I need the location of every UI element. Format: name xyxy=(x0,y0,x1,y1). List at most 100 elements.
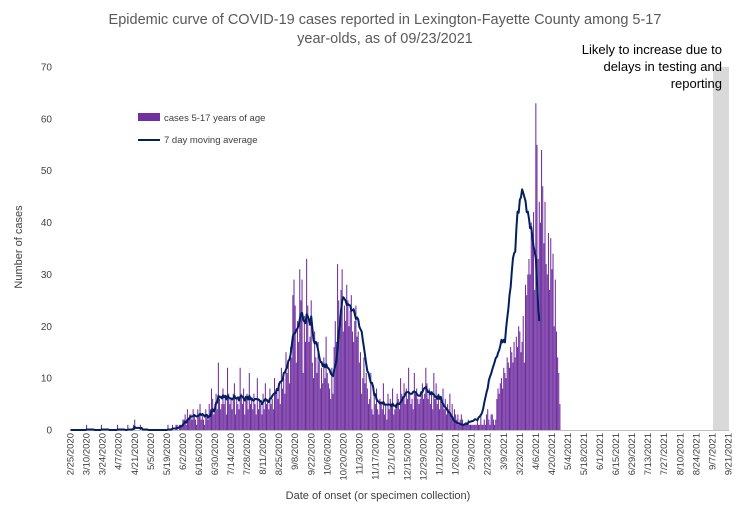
case-bar xyxy=(342,331,344,430)
x-tick-label: 6/30/2020 xyxy=(210,433,221,475)
chart-title: Epidemic curve of COVID-19 cases reporte… xyxy=(109,12,662,47)
x-tick-label: 4/6/2021 xyxy=(531,433,542,470)
case-bar xyxy=(474,424,476,430)
case-bar xyxy=(204,424,206,430)
case-bar xyxy=(460,414,462,430)
case-bar xyxy=(251,398,253,430)
x-tick-label: 6/29/2021 xyxy=(627,433,638,475)
case-bar xyxy=(435,383,437,430)
x-axis-tick-labels: 2/25/2020 3/10/2020 3/24/2020 4/7/2020 4/21/… xyxy=(66,433,735,481)
case-bar xyxy=(330,398,332,430)
case-bar xyxy=(325,336,327,430)
x-tick-label: 8/11/2020 xyxy=(258,433,269,475)
case-bar xyxy=(510,347,512,430)
case-bar xyxy=(378,414,380,430)
case-bar xyxy=(533,212,535,430)
case-bar xyxy=(282,388,284,430)
case-bar xyxy=(393,414,395,430)
case-bar xyxy=(261,414,263,430)
x-tick-label: 5/4/2021 xyxy=(563,433,574,470)
case-bar xyxy=(370,372,372,430)
case-bar xyxy=(381,409,383,430)
case-bar xyxy=(205,409,207,430)
case-bar xyxy=(224,398,226,430)
case-bar xyxy=(167,424,169,430)
case-bar xyxy=(478,424,480,430)
case-bar xyxy=(299,269,301,430)
case-bar xyxy=(468,424,470,430)
case-bar xyxy=(384,414,386,430)
y-tick-label: 30 xyxy=(41,270,53,281)
case-bar xyxy=(319,388,321,430)
case-bar xyxy=(338,300,340,430)
case-bar xyxy=(498,393,500,430)
case-bar xyxy=(359,352,362,430)
case-bar xyxy=(542,186,544,430)
case-bar xyxy=(374,404,376,430)
case-bar xyxy=(502,388,504,430)
case-bar xyxy=(243,388,245,430)
case-bar xyxy=(367,404,370,430)
chart-title-line-2: year-olds, as of 09/23/2021 xyxy=(297,31,473,47)
case-bar xyxy=(500,378,502,430)
case-bar xyxy=(268,409,270,430)
case-bar xyxy=(271,398,273,430)
case-bar xyxy=(442,388,444,430)
x-tick-label: 6/16/2020 xyxy=(194,433,205,475)
case-bar xyxy=(322,383,324,430)
y-axis-title: Number of cases xyxy=(13,205,25,289)
case-bar xyxy=(247,409,249,430)
case-bar xyxy=(361,393,363,430)
case-bar xyxy=(386,419,388,430)
case-bar xyxy=(306,258,308,430)
x-tick-label: 3/23/2021 xyxy=(515,433,526,475)
y-tick-label: 70 xyxy=(41,63,53,74)
case-bar xyxy=(418,404,420,430)
y-tick-label: 0 xyxy=(46,426,52,437)
case-bar xyxy=(429,404,431,430)
case-bar xyxy=(545,264,547,430)
case-bar xyxy=(490,414,492,430)
x-tick-label: 9/7/2021 xyxy=(707,433,718,470)
case-bar xyxy=(280,367,282,430)
case-bar xyxy=(274,378,276,430)
case-bar xyxy=(190,414,192,430)
case-bar xyxy=(382,383,384,430)
case-bar xyxy=(426,383,428,430)
case-bar xyxy=(503,367,505,430)
case-bar xyxy=(347,300,349,430)
case-bar xyxy=(189,414,191,430)
case-bar xyxy=(428,388,430,430)
case-bar xyxy=(404,404,406,430)
case-bar xyxy=(390,404,392,430)
case-bar xyxy=(419,398,421,430)
case-bar xyxy=(172,424,174,430)
case-bar xyxy=(458,424,460,430)
case-bar xyxy=(543,243,545,430)
x-tick-label: 6/1/2021 xyxy=(595,433,606,470)
case-bar xyxy=(529,274,531,430)
case-bar xyxy=(339,315,341,430)
case-bar xyxy=(395,404,397,430)
case-bar xyxy=(355,305,357,430)
case-bar xyxy=(231,409,233,430)
x-tick-label: 8/10/2021 xyxy=(675,433,686,475)
case-bar xyxy=(327,383,329,430)
case-bar xyxy=(225,414,227,430)
case-bar xyxy=(544,201,546,430)
case-bar xyxy=(277,398,279,430)
case-bar xyxy=(278,383,280,430)
case-bar xyxy=(523,362,525,430)
case-bar xyxy=(555,331,557,430)
case-bar xyxy=(316,372,318,430)
case-bar xyxy=(296,321,298,430)
case-bar xyxy=(358,362,360,430)
case-bar xyxy=(196,424,198,430)
y-axis: 0 10 20 30 40 50 60 70 xyxy=(41,63,53,437)
x-tick-label: 7/27/2021 xyxy=(659,433,670,475)
case-bar xyxy=(488,419,490,430)
case-bar xyxy=(346,284,348,430)
case-bar xyxy=(318,362,320,430)
case-bar xyxy=(394,409,396,430)
case-bar xyxy=(304,341,306,430)
